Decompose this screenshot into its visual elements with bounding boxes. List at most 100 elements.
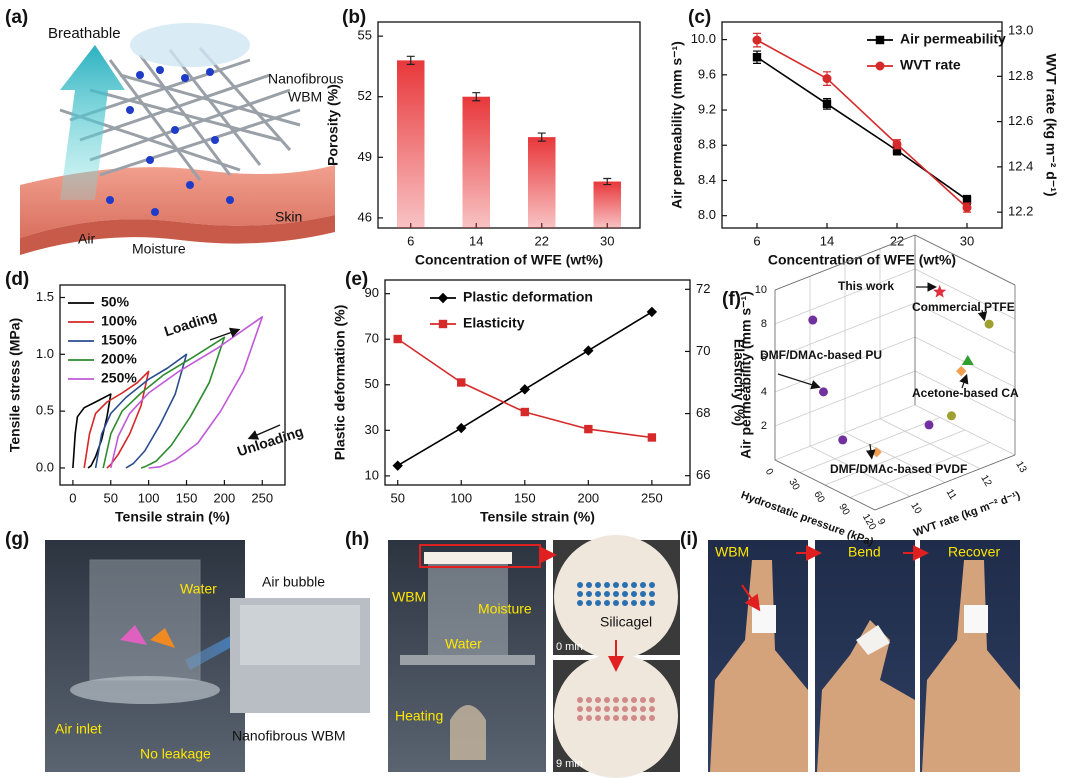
silicagel-bead: [577, 600, 583, 606]
point-label: This work: [838, 279, 894, 293]
y-tick-label: 1.0: [36, 346, 54, 361]
marker: [519, 384, 530, 395]
skin-edge: [20, 215, 335, 255]
silicagel-bead: [640, 591, 646, 597]
label: 9 min: [556, 758, 583, 770]
legend-marker: [437, 292, 449, 304]
z-tick-label: 4: [761, 386, 767, 398]
marker: [646, 306, 658, 318]
y-tick-label: 10: [908, 501, 923, 517]
y-tick-label: 1.5: [36, 289, 54, 304]
marker: [962, 195, 972, 205]
x-tick-label: 250: [251, 490, 273, 505]
legend-label: WVT rate: [900, 57, 961, 73]
silicagel-bead: [595, 600, 601, 606]
hand: [922, 560, 1020, 772]
error-bar: [603, 177, 612, 186]
silicagel-bead: [613, 582, 619, 588]
y-tick-label: 49: [358, 149, 372, 164]
marker: [822, 99, 832, 109]
legend-label: 250%: [101, 370, 137, 386]
marker: [520, 407, 529, 417]
silicagel-bead: [577, 697, 583, 703]
silicagel-bead: [604, 697, 610, 703]
fibers: [59, 47, 301, 181]
x-axis-title: Hydrostatic pressure (kPa): [739, 489, 875, 548]
y-axis-title: WVT rate (kg m⁻² d⁻¹): [912, 489, 1022, 539]
y-tick-label: 52: [358, 88, 372, 103]
marker: [892, 139, 902, 149]
x-tick-label: 50: [390, 490, 404, 505]
fish: [120, 625, 147, 645]
silicagel-bead: [586, 715, 592, 721]
y-tick-label: 12: [978, 473, 993, 489]
x-tick-label: 90: [836, 502, 851, 518]
silicagel-bead: [622, 697, 628, 703]
label: Air bubble: [262, 574, 325, 590]
z-axis-title: Air permeability (mm s⁻¹): [738, 291, 754, 459]
series-line: [102, 336, 226, 469]
point-label: DMF/DMAc-based PU: [760, 348, 882, 362]
inset-water: [240, 605, 360, 665]
silicagel-bead: [577, 591, 583, 597]
grid-line: [914, 370, 1016, 422]
label: Moisture: [478, 601, 532, 617]
annotation-arrow: [209, 327, 241, 341]
y-tick-label: 8.8: [698, 137, 716, 152]
point: [961, 355, 974, 366]
series-line: [83, 370, 150, 469]
plot-frame: [59, 284, 286, 486]
mesh: [400, 655, 535, 665]
cloud: [130, 23, 250, 67]
point-label: Acetone-based CA: [912, 386, 1019, 400]
membrane: [424, 552, 512, 564]
legend-label: 100%: [101, 313, 137, 329]
silicagel-bead: [622, 582, 628, 588]
x-tick-label: 30: [960, 233, 974, 248]
x-tick-label: 22: [535, 233, 549, 248]
x-tick-label: 200: [577, 490, 599, 505]
plot-frame: [377, 21, 641, 229]
y2-tick-label: 12.6: [1008, 113, 1033, 128]
point-label: DMF/DMAc-based PVDF: [830, 462, 967, 476]
y-tick-label: 9.2: [698, 101, 716, 116]
silicagel-bead: [640, 706, 646, 712]
legend-label: 50%: [101, 294, 130, 310]
panel-i-photos: [708, 540, 1020, 772]
x-tick-label: 30: [600, 233, 614, 248]
label: Moisture: [132, 241, 186, 257]
axis-line: [874, 454, 1016, 511]
hand: [817, 620, 915, 772]
silicagel-bead: [631, 715, 637, 721]
legend-label: Air permeability: [900, 31, 1006, 47]
y2-tick-label: 70: [696, 343, 710, 358]
silicagel-bead: [577, 582, 583, 588]
y-tick-label: 90: [365, 285, 379, 300]
cylinder: [89, 559, 201, 681]
label: Skin: [275, 209, 302, 225]
x-tick-label: 6: [407, 233, 414, 248]
label: WBM: [715, 544, 749, 560]
silicagel-bead: [586, 706, 592, 712]
bar: [527, 137, 556, 228]
panel-label: (d): [5, 269, 29, 290]
label: Silicagel: [600, 614, 652, 630]
beaker: [428, 555, 508, 655]
y2-axis-title: Elasticity (%): [731, 339, 747, 426]
point: [818, 387, 828, 397]
y-axis-title: Plastic deformation (%): [332, 305, 348, 461]
x-axis-title: Tensile strain (%): [480, 509, 595, 525]
marker: [457, 378, 466, 387]
silicagel-bead: [586, 591, 592, 597]
silicagel-bead: [640, 600, 646, 606]
marker: [584, 424, 593, 434]
point-arrow: [959, 373, 969, 389]
y-tick-label: 10.0: [691, 31, 716, 46]
silicagel-bead: [631, 582, 637, 588]
label: Recover: [948, 544, 1000, 560]
silicagel-bead: [640, 697, 646, 703]
label: Bend: [848, 544, 881, 560]
y-tick-label: 11: [944, 487, 959, 502]
series-line: [94, 353, 188, 469]
legend-label: Elasticity: [463, 315, 525, 331]
